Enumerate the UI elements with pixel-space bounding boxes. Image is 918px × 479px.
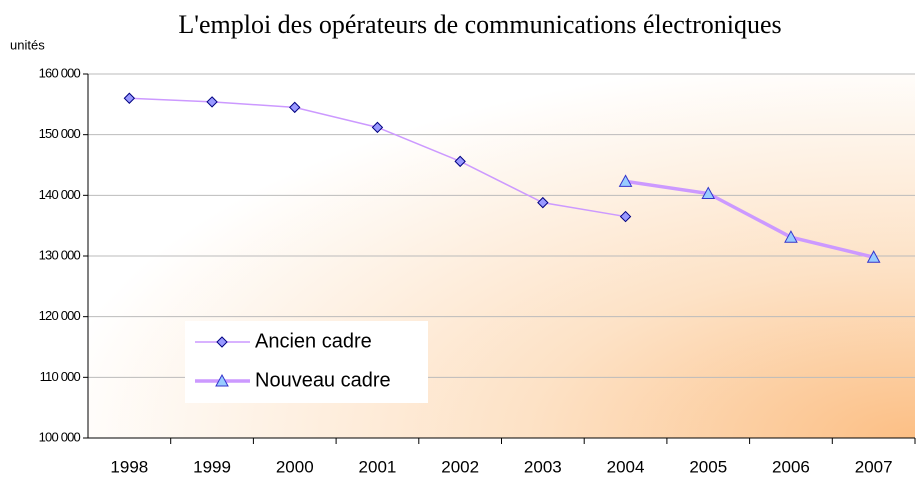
y-tick-label: 140 000 [39, 187, 81, 202]
x-tick-label: 2002 [441, 457, 479, 476]
data-point [371, 121, 384, 134]
data-point [619, 210, 632, 223]
data-point [784, 230, 798, 243]
data-point [289, 101, 301, 114]
data-point [123, 92, 136, 104]
data-point [206, 96, 218, 108]
y-tick-label: 150 000 [39, 126, 81, 141]
x-tick-label: 2006 [772, 457, 810, 476]
y-tick-label: 110 000 [40, 369, 81, 384]
y-tick-label: 100 000 [39, 429, 81, 444]
y-tick-label: 120 000 [39, 308, 81, 323]
y-tick-label: 130 000 [39, 247, 81, 262]
y-axis-label: unités [10, 37, 45, 52]
data-point [454, 155, 466, 168]
data-point [537, 196, 549, 209]
x-tick-label: 2005 [689, 457, 727, 476]
legend-label: Ancien cadre [255, 330, 372, 352]
y-tick-label: 160 000 [39, 65, 81, 80]
x-tick-label: 2003 [524, 457, 562, 476]
legend-marker [215, 373, 229, 387]
data-point [866, 250, 881, 263]
x-tick-label: 2007 [855, 457, 893, 476]
chart-title: L'emploi des opérateurs de communication… [178, 10, 781, 39]
x-tick-label: 2004 [607, 457, 645, 476]
x-tick-label: 1999 [193, 457, 231, 476]
x-tick-label: 1998 [110, 457, 148, 476]
data-point [618, 174, 633, 187]
legend-label: Nouveau cadre [255, 369, 391, 391]
legend [185, 321, 428, 403]
x-tick-label: 2000 [276, 457, 314, 476]
data-point [701, 186, 716, 200]
legend-marker [216, 336, 228, 348]
x-tick-label: 2001 [359, 457, 397, 476]
series-line [625, 179, 875, 259]
